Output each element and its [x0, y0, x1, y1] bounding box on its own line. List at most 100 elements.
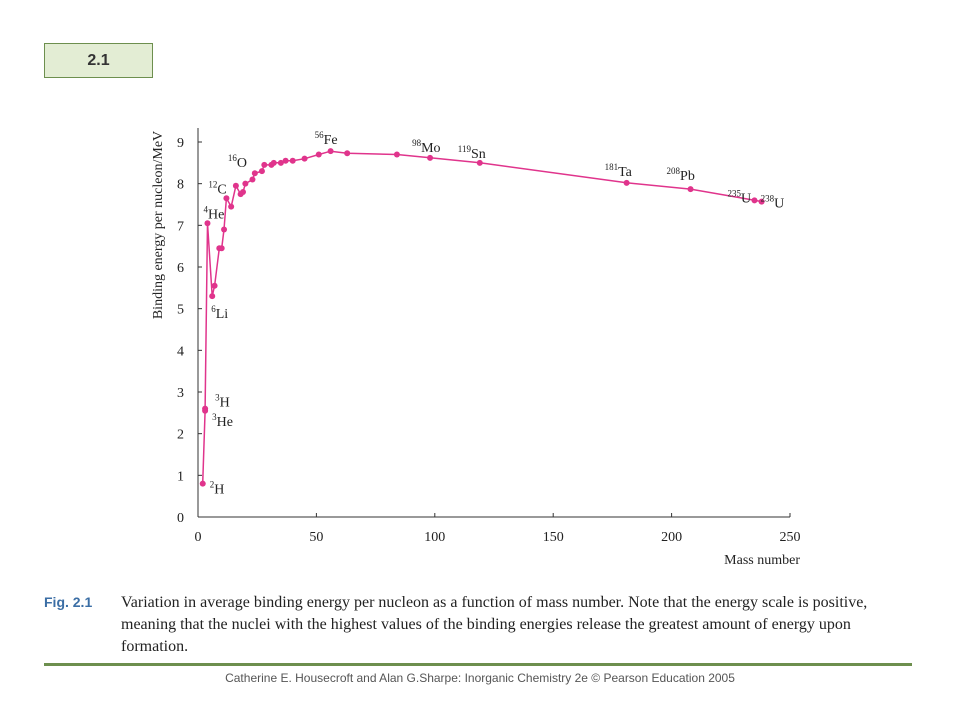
isotope-mass-number: 16: [228, 153, 238, 163]
data-point: [211, 282, 218, 289]
isotope-mass-number: 4: [203, 204, 208, 214]
y-tick-label: 3: [177, 386, 184, 401]
data-point: [251, 170, 258, 177]
data-point: [239, 189, 246, 195]
isotope-label: 235U: [727, 188, 751, 206]
isotope-mass-number: 119: [458, 144, 472, 154]
data-point: [476, 159, 483, 166]
isotope-label: 4He: [203, 204, 224, 222]
x-tick-label: 150: [543, 530, 564, 545]
isotope-mass-number: 235: [727, 188, 741, 198]
isotope-mass-number: 56: [315, 130, 325, 140]
data-point: [242, 180, 249, 187]
y-tick-label: 5: [177, 303, 184, 318]
isotope-label: 3H: [215, 393, 230, 411]
x-tick-label: 50: [309, 530, 323, 545]
data-point: [344, 150, 351, 157]
data-point: [277, 159, 284, 166]
isotope-label: 12C: [208, 179, 226, 197]
x-tick-label: 0: [195, 530, 202, 545]
data-point: [301, 155, 308, 162]
data-point: [393, 151, 400, 158]
isotope-label: 2H: [210, 480, 225, 498]
y-tick-label: 6: [177, 261, 184, 276]
isotope-mass-number: 98: [412, 138, 422, 148]
data-point: [427, 154, 434, 161]
data-point: [282, 157, 289, 164]
slide-number-badge: 2.1: [44, 43, 153, 78]
isotope-symbol: Ta: [618, 165, 633, 180]
isotope-symbol: U: [741, 191, 751, 206]
isotope-symbol: He: [208, 207, 224, 222]
y-tick-label: 8: [177, 178, 184, 193]
isotope-symbol: Mo: [421, 141, 440, 156]
series-line: [201, 150, 762, 484]
isotope-mass-number: 6: [211, 304, 216, 314]
footer-divider: [44, 663, 912, 666]
isotope-label: 238U: [761, 194, 785, 212]
data-point: [687, 186, 694, 193]
data-point: [261, 161, 268, 168]
y-tick-label: 7: [177, 219, 184, 234]
isotope-symbol: Fe: [324, 133, 338, 148]
data-point: [221, 226, 228, 233]
isotope-label: 181Ta: [605, 162, 633, 180]
data-point: [199, 480, 206, 487]
data-point: [228, 203, 235, 210]
isotope-symbol: Sn: [471, 147, 486, 162]
isotope-label: 6Li: [211, 304, 228, 322]
footer-credit: Catherine E. Housecroft and Alan G.Sharp…: [225, 671, 735, 685]
y-tick-label: 1: [177, 469, 184, 484]
isotope-label: 56Fe: [315, 130, 338, 148]
data-point: [232, 182, 239, 189]
figure-caption-text: Variation in average binding energy per …: [121, 594, 868, 655]
isotope-mass-number: 3: [215, 393, 220, 403]
isotope-label: 3He: [212, 412, 233, 430]
y-axis-label: Binding energy per nucleon/MeV: [151, 131, 166, 319]
isotope-symbol: He: [217, 415, 233, 430]
isotope-symbol: H: [220, 396, 230, 411]
data-point: [270, 159, 277, 166]
y-tick-label: 2: [177, 428, 184, 443]
data-point: [223, 195, 230, 202]
isotope-label: 98Mo: [412, 138, 440, 156]
data-point: [209, 293, 216, 300]
isotope-mass-number: 208: [667, 166, 681, 176]
isotope-symbol: Pb: [680, 169, 695, 184]
data-point: [204, 220, 211, 227]
data-point: [218, 245, 225, 252]
isotope-symbol: O: [237, 156, 247, 171]
isotope-symbol: U: [774, 197, 784, 212]
y-tick-label: 9: [177, 136, 184, 151]
data-point: [758, 198, 765, 205]
isotope-label: 119Sn: [458, 144, 486, 162]
data-point: [623, 179, 630, 186]
data-point: [327, 148, 334, 155]
data-point: [249, 176, 256, 183]
x-tick-label: 250: [780, 530, 801, 545]
isotope-symbol: C: [217, 182, 226, 197]
isotope-mass-number: 2: [210, 480, 215, 490]
x-tick-label: 100: [424, 530, 445, 545]
y-tick-label: 4: [177, 344, 184, 359]
data-point: [258, 168, 265, 175]
isotope-mass-number: 3: [212, 412, 217, 422]
isotope-label: 16O: [228, 153, 247, 171]
data-point: [315, 151, 322, 158]
figure-label: Fig. 2.1: [44, 594, 93, 610]
isotope-mass-number: 12: [208, 179, 217, 189]
chart-axes: [197, 128, 790, 518]
data-point: [289, 157, 296, 164]
x-axis-label: Mass number: [724, 553, 800, 568]
data-point: [202, 405, 209, 412]
data-points: [199, 148, 765, 487]
isotope-symbol: Li: [216, 307, 229, 322]
y-tick-label: 0: [177, 511, 184, 526]
data-point: [751, 197, 758, 204]
isotope-mass-number: 181: [605, 162, 619, 172]
isotope-symbol: H: [214, 483, 224, 498]
isotope-label: 208Pb: [667, 166, 695, 184]
